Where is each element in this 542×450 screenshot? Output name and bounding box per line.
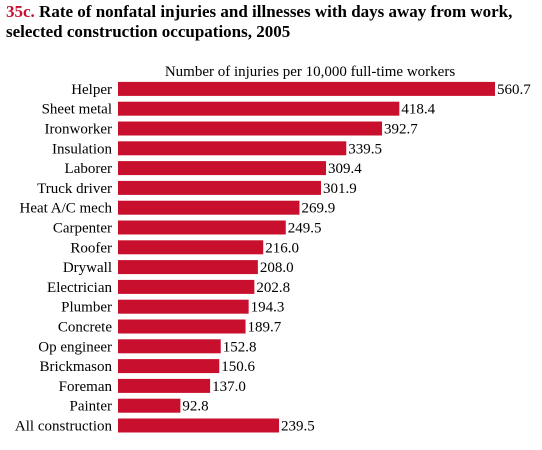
value-label: 150.6 [221, 359, 255, 375]
category-label: Plumber [61, 300, 112, 316]
bar [118, 161, 327, 176]
value-label: 189.7 [248, 320, 282, 336]
category-label: Foreman [59, 379, 113, 395]
category-label: Painter [70, 399, 113, 415]
bar [118, 359, 220, 374]
bars-group: Helper 560.7 Sheet metal 418.4 Ironworker 392… [15, 81, 531, 435]
bar [118, 141, 347, 156]
bar [118, 200, 300, 215]
value-label: 194.3 [251, 300, 285, 316]
title-line-1: Rate of nonfatal injuries and illnesses … [39, 2, 513, 21]
bar [118, 319, 246, 334]
category-label: Brickmason [40, 359, 113, 375]
bar [118, 279, 255, 294]
value-label: 309.4 [328, 161, 362, 177]
bar [118, 121, 383, 136]
chart-subtitle: Number of injuries per 10,000 full-time … [165, 64, 456, 80]
bar [118, 81, 495, 96]
value-label: 208.0 [260, 260, 294, 276]
category-label: Drywall [63, 260, 112, 276]
bar [118, 339, 221, 354]
value-label: 560.7 [497, 82, 531, 98]
category-label: Insulation [52, 141, 112, 157]
bar [118, 101, 400, 116]
category-label: Sheet metal [42, 102, 112, 118]
category-label: Roofer [70, 240, 112, 256]
category-label: Carpenter [53, 221, 112, 237]
category-label: Op engineer [38, 339, 112, 355]
chart-title: 35c. Rate of nonfatal injuries and illne… [6, 2, 536, 42]
value-label: 269.9 [301, 201, 335, 217]
category-label: Ironworker [45, 122, 112, 138]
value-label: 137.0 [212, 379, 246, 395]
value-label: 249.5 [288, 221, 322, 237]
category-label: All construction [15, 419, 113, 435]
value-label: 152.8 [223, 339, 257, 355]
bar [118, 418, 280, 433]
value-label: 392.7 [384, 122, 418, 138]
bar [118, 260, 258, 275]
bar [118, 299, 249, 314]
category-label: Concrete [58, 320, 112, 336]
value-label: 202.8 [256, 280, 290, 296]
value-label: 418.4 [401, 102, 435, 118]
category-label: Truck driver [37, 181, 112, 197]
bar [118, 180, 321, 195]
bar [118, 398, 181, 413]
figure-number: 35c. [6, 2, 35, 21]
value-label: 339.5 [348, 141, 382, 157]
value-label: 216.0 [265, 240, 299, 256]
value-label: 301.9 [323, 181, 357, 197]
bar [118, 220, 286, 235]
category-label: Helper [71, 82, 112, 98]
bar [118, 378, 211, 393]
category-label: Heat A/C mech [20, 201, 113, 217]
title-line-2: selected construction occupations, 2005 [6, 22, 291, 41]
value-label: 92.8 [182, 399, 208, 415]
bar [118, 240, 264, 255]
category-label: Laborer [65, 161, 112, 177]
value-label: 239.5 [281, 419, 315, 435]
category-label: Electrician [47, 280, 112, 296]
